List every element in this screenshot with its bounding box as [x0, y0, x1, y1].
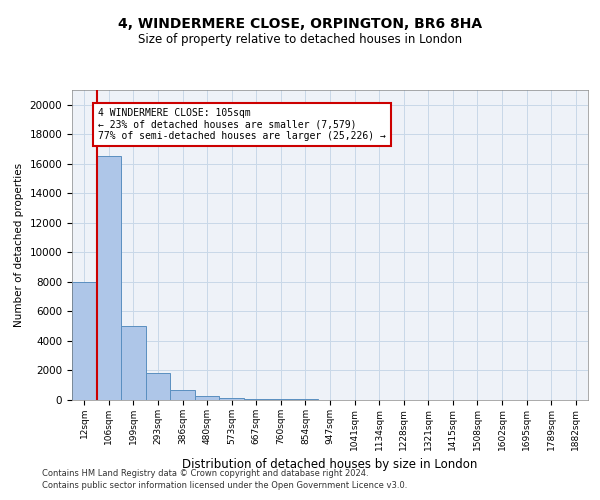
Text: Contains public sector information licensed under the Open Government Licence v3: Contains public sector information licen…	[42, 481, 407, 490]
X-axis label: Distribution of detached houses by size in London: Distribution of detached houses by size …	[182, 458, 478, 471]
Bar	[269, 398, 293, 400]
Y-axis label: Number of detached properties: Number of detached properties	[14, 163, 24, 327]
Text: 4, WINDERMERE CLOSE, ORPINGTON, BR6 8HA: 4, WINDERMERE CLOSE, ORPINGTON, BR6 8HA	[118, 18, 482, 32]
Bar	[220, 398, 244, 400]
Bar	[72, 282, 97, 400]
Text: 4 WINDERMERE CLOSE: 105sqm
← 23% of detached houses are smaller (7,579)
77% of s: 4 WINDERMERE CLOSE: 105sqm ← 23% of deta…	[98, 108, 386, 141]
Bar	[195, 396, 220, 400]
Text: Contains HM Land Registry data © Crown copyright and database right 2024.: Contains HM Land Registry data © Crown c…	[42, 468, 368, 477]
Bar	[97, 156, 121, 400]
Bar	[170, 390, 195, 400]
Bar	[121, 326, 146, 400]
Bar	[244, 398, 269, 400]
Text: Size of property relative to detached houses in London: Size of property relative to detached ho…	[138, 32, 462, 46]
Bar	[146, 374, 170, 400]
